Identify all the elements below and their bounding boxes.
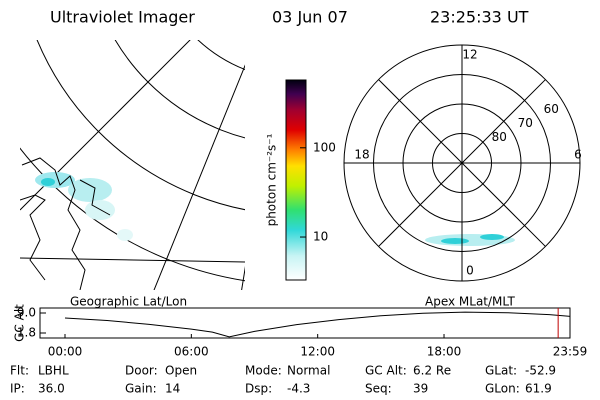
info-label: GLat:: [485, 364, 517, 378]
x-tick-label: 06:00: [174, 345, 209, 359]
info-label: Mode:: [245, 364, 282, 378]
colorbar-tick-label: 10: [313, 230, 328, 244]
info-value: -52.9: [525, 364, 556, 378]
info-value: 39: [413, 382, 428, 396]
info-value: LBHL: [38, 364, 69, 378]
info-value: 14: [165, 382, 180, 396]
colorbar: [285, 79, 307, 281]
info-label: GC Alt:: [365, 364, 407, 378]
geo-map: [20, 40, 245, 290]
title: Ultraviolet Imager: [50, 8, 195, 27]
x-tick-label: 23:59: [553, 345, 588, 359]
colorbar-tick-label: 100: [313, 140, 336, 154]
info-value: 61.9: [525, 382, 552, 396]
info-value: 36.0: [38, 382, 65, 396]
colorbar-label: photon cm⁻²s⁻¹: [265, 133, 279, 226]
x-tick-label: 12:00: [300, 345, 335, 359]
y-tick-label: 1.8: [17, 326, 36, 340]
y-tick-label: 9.0: [17, 306, 36, 320]
polar-caption: Apex MLat/MLT: [425, 295, 515, 309]
info-value: Normal: [287, 364, 330, 378]
gc-alt-line: [64, 311, 571, 338]
info-label: Flt:: [10, 364, 29, 378]
lat-label: 60: [544, 102, 559, 116]
info-label: GLon:: [485, 382, 520, 396]
date: 03 Jun 07: [272, 8, 348, 27]
mlt-label: 18: [354, 148, 369, 162]
info-label: Gain:: [125, 382, 157, 396]
timeline-ylabel: GC Alt: [13, 304, 27, 342]
x-tick-label: 18:00: [427, 345, 462, 359]
time: 23:25:33 UT: [430, 8, 529, 27]
mlt-label: 0: [466, 264, 474, 278]
lat-label: 70: [518, 116, 533, 130]
timeline-frame: [39, 307, 571, 339]
mlt-label: 12: [462, 48, 477, 62]
map-caption: Geographic Lat/Lon: [70, 295, 187, 309]
info-value: Open: [165, 364, 197, 378]
info-label: Seq:: [365, 382, 392, 396]
lat-label: 80: [492, 130, 507, 144]
x-tick-label: 00:00: [48, 345, 83, 359]
info-label: Dsp:: [245, 382, 272, 396]
mlt-label: 6: [574, 148, 582, 162]
info-value: -4.3: [287, 382, 310, 396]
info-label: IP:: [10, 382, 25, 396]
info-label: Door:: [125, 364, 158, 378]
polar-spoke: [378, 79, 546, 247]
info-value: 6.2 Re: [413, 364, 451, 378]
